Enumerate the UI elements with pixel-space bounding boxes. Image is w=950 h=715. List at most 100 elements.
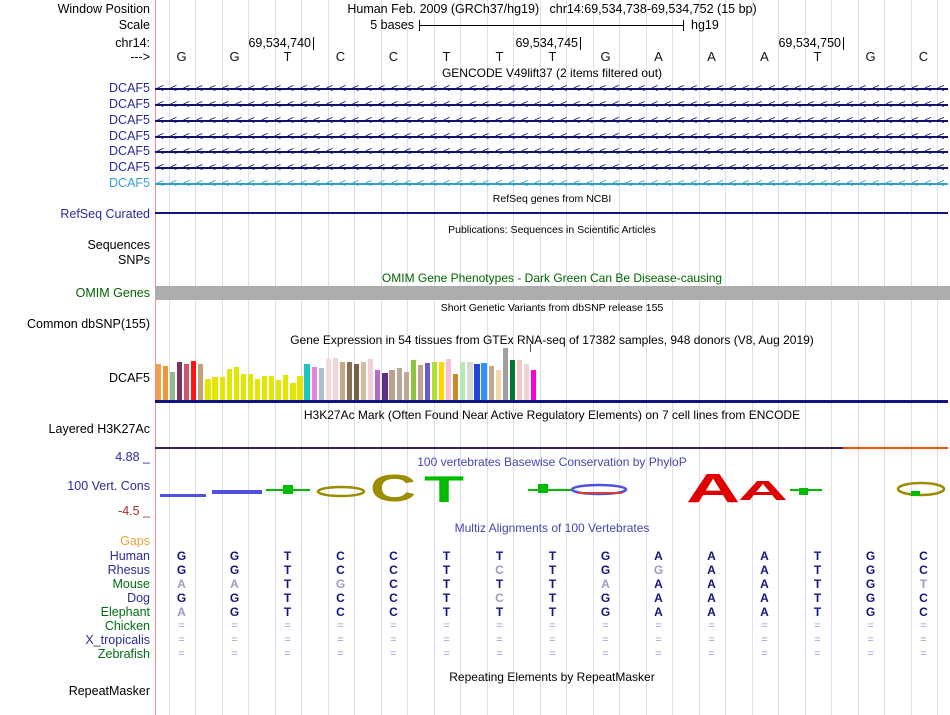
h3k27ac-signal-left[interactable] (155, 447, 843, 449)
gtex-tissue-bar[interactable] (410, 360, 416, 400)
gtex-tissue-bar[interactable] (339, 362, 346, 400)
gtex-tissue-bar[interactable] (453, 374, 459, 400)
gtex-tissue-bar[interactable] (247, 374, 254, 400)
species-label-mouse[interactable]: Mouse (112, 577, 150, 591)
gtex-tissue-bar[interactable] (368, 359, 374, 400)
gtex-tissue-bar[interactable] (403, 372, 409, 400)
gtex-tissue-bar[interactable] (325, 359, 331, 400)
gaps-label[interactable]: Gaps (120, 534, 150, 548)
alignment-row[interactable]: = = = = = = = = = = = = = = = (0, 633, 950, 647)
gene-label[interactable]: DCAF5 (109, 176, 150, 190)
gtex-tissue-bar[interactable] (290, 383, 296, 400)
species-label-chicken[interactable]: Chicken (104, 619, 150, 633)
alignment-base: A (654, 591, 663, 605)
gtex-tissue-bar[interactable] (304, 364, 310, 400)
gene-label[interactable]: DCAF5 (109, 129, 150, 143)
h3k27ac-signal-right[interactable] (843, 447, 948, 449)
gtex-tissue-bar[interactable] (283, 375, 289, 400)
gene-label[interactable]: DCAF5 (109, 144, 150, 158)
gtex-tissue-bar[interactable] (205, 379, 211, 400)
gtex-tissue-bar[interactable] (184, 364, 190, 400)
species-label-human[interactable]: Human (109, 549, 150, 563)
gtex-tissue-bar[interactable] (396, 368, 402, 400)
gtex-tissue-bar[interactable] (177, 362, 183, 400)
gtex-tissue-bar[interactable] (354, 364, 360, 400)
gtex-tissue-bar[interactable] (233, 367, 239, 400)
gtex-tissue-bar[interactable] (375, 370, 381, 400)
gtex-tissue-bar[interactable] (262, 376, 268, 400)
gene-item[interactable]: <<<<<<<<<<<<<<<<<<<<<<<<<<<<<<<<<<<<<<<<… (155, 114, 948, 127)
gene-label[interactable]: DCAF5 (109, 160, 150, 174)
gtex-tissue-bar[interactable] (311, 367, 317, 400)
gtex-tissue-bar[interactable] (155, 364, 161, 400)
gtex-tissue-bar[interactable] (191, 361, 197, 400)
gtex-tissue-bar[interactable] (467, 362, 473, 400)
gtex-tissue-bar[interactable] (346, 362, 353, 400)
gtex-tissue-bar[interactable] (276, 380, 282, 400)
gtex-tissue-bar[interactable] (162, 366, 169, 400)
gtex-tissue-bar[interactable] (516, 360, 523, 400)
gtex-tissue-bar[interactable] (488, 366, 494, 400)
gene-label[interactable]: DCAF5 (109, 81, 150, 95)
gtex-tissue-bar[interactable] (460, 362, 466, 400)
gtex-tissue-bar[interactable] (389, 370, 395, 400)
snps-label[interactable]: SNPs (118, 253, 150, 267)
gtex-tissue-bar[interactable] (318, 368, 324, 400)
gtex-tissue-bar[interactable] (169, 372, 176, 400)
gtex-tissue-bar[interactable] (509, 360, 515, 400)
species-label-elephant[interactable]: Elephant (100, 605, 150, 619)
gene-item[interactable]: <<<<<<<<<<<<<<<<<<<<<<<<<<<<<<<<<<<<<<<<… (155, 130, 948, 143)
gene-item[interactable]: <<<<<<<<<<<<<<<<<<<<<<<<<<<<<<<<<<<<<<<<… (155, 145, 948, 158)
species-label-rhesus[interactable]: Rhesus (107, 563, 150, 577)
species-label-zebrafish[interactable]: Zebrafish (97, 647, 150, 661)
gene-item[interactable]: <<<<<<<<<<<<<<<<<<<<<<<<<<<<<<<<<<<<<<<<… (155, 82, 948, 95)
refseq-gene-line[interactable] (155, 212, 948, 214)
gtex-tissue-bar[interactable] (481, 363, 487, 400)
gtex-tissue-bar[interactable] (382, 373, 388, 400)
gtex-tissue-bar[interactable] (226, 369, 232, 400)
gene-item[interactable]: <<<<<<<<<<<<<<<<<<<<<<<<<<<<<<<<<<<<<<<<… (155, 177, 948, 190)
h3k27ac-label[interactable]: Layered H3K27Ac (48, 422, 150, 436)
gene-item[interactable]: <<<<<<<<<<<<<<<<<<<<<<<<<<<<<<<<<<<<<<<<… (155, 98, 948, 111)
gtex-tissue-bar[interactable] (502, 348, 508, 400)
omim-gene-bar[interactable] (155, 286, 950, 300)
gene-label[interactable]: DCAF5 (109, 113, 150, 127)
sequences-label[interactable]: Sequences (87, 238, 150, 252)
conservation-label[interactable]: 100 Vert. Cons (67, 479, 150, 493)
gtex-tissue-bar[interactable] (531, 370, 537, 400)
gtex-tissue-bar[interactable] (474, 364, 480, 400)
alignment-row[interactable]: = = = = = = = = = = = = = = = (0, 619, 950, 633)
gtex-tissue-bar[interactable] (219, 377, 225, 400)
gene-item[interactable]: <<<<<<<<<<<<<<<<<<<<<<<<<<<<<<<<<<<<<<<<… (155, 161, 948, 174)
gene-label[interactable]: DCAF5 (109, 97, 150, 111)
dbsnp-label[interactable]: Common dbSNP(155) (27, 317, 150, 331)
refseq-curated-label[interactable]: RefSeq Curated (60, 207, 150, 221)
gtex-tissue-bar[interactable] (297, 376, 303, 400)
omim-genes-label[interactable]: OMIM Genes (75, 286, 150, 300)
gtex-tissue-bar[interactable] (523, 364, 530, 400)
base-letter: G (176, 49, 187, 64)
gtex-tissue-bar[interactable] (198, 364, 204, 400)
gtex-tissue-bar[interactable] (417, 365, 423, 400)
gtex-tissue-bar[interactable] (495, 370, 501, 400)
gtex-tissue-bar[interactable] (332, 358, 338, 400)
gtex-tissue-bar[interactable] (212, 377, 218, 400)
gtex-tissue-bar[interactable] (431, 362, 438, 400)
species-label-dog[interactable]: Dog (127, 591, 150, 605)
alignment-row[interactable]: = = = = = = = = = = = = = = = (0, 647, 950, 661)
gtex-tissue-bar[interactable] (424, 363, 431, 400)
gtex-gene-label[interactable]: DCAF5 (109, 371, 150, 385)
gtex-tissue-bar[interactable] (254, 379, 261, 400)
species-label-x_tropicalis[interactable]: X_tropicalis (85, 633, 150, 647)
gtex-tissue-bar[interactable] (361, 362, 367, 400)
gtex-tissue-bar[interactable] (439, 362, 445, 400)
gtex-tissue-bar[interactable] (269, 376, 275, 400)
repeatmasker-label[interactable]: RepeatMasker (68, 684, 150, 698)
gtex-tissue-bar[interactable] (446, 359, 452, 400)
gtex-tissue-bar[interactable] (240, 374, 246, 400)
